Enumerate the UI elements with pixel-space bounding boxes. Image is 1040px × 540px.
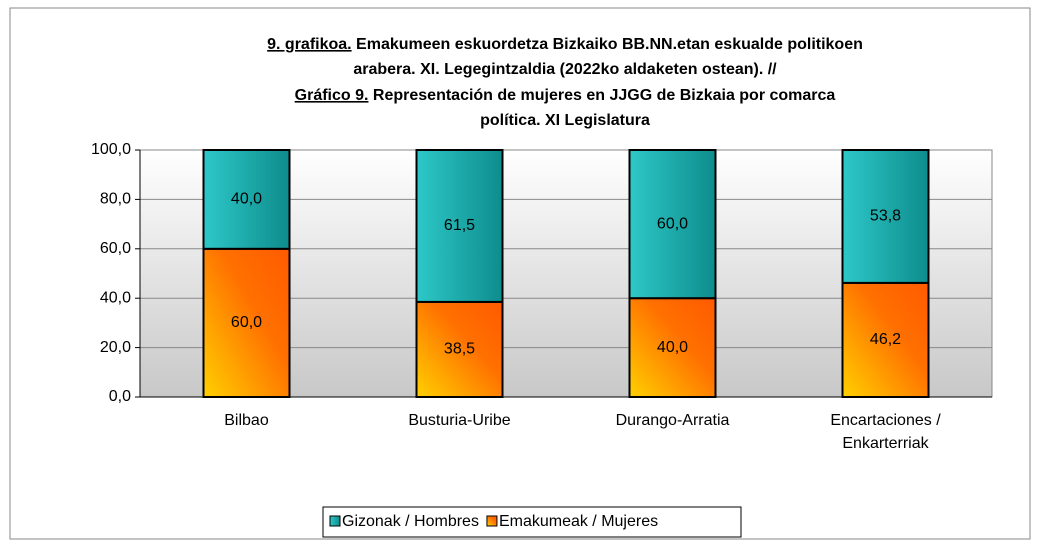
chart-title: arabera. XI. Legegintzaldia (2022ko alda… bbox=[353, 61, 777, 78]
title-part: Emakumeen eskuordetza Bizkaiko BB.NN.eta… bbox=[352, 36, 863, 53]
y-tick-label: 100,0 bbox=[91, 141, 131, 158]
x-tick-label: Bilbao bbox=[224, 412, 269, 429]
x-tick-label: Busturia-Uribe bbox=[408, 412, 510, 429]
title-part: política. XI Legislatura bbox=[480, 112, 650, 129]
legend-swatch bbox=[486, 515, 498, 527]
y-tick-label: 60,0 bbox=[100, 240, 131, 257]
chart-title: 9. grafikoa. Emakumeen eskuordetza Bizka… bbox=[267, 36, 863, 53]
data-label: 60,0 bbox=[657, 215, 688, 232]
bar-segment bbox=[202, 247, 291, 398]
title-part: 9. grafikoa. bbox=[267, 36, 351, 53]
bar-segment bbox=[841, 149, 930, 284]
legend-label: Gizonak / Hombres bbox=[342, 513, 479, 530]
data-label: 40,0 bbox=[231, 191, 262, 208]
y-tick-label: 0,0 bbox=[109, 388, 131, 405]
bar-segment bbox=[628, 149, 717, 300]
x-tick-label: Enkarterriak bbox=[842, 435, 929, 452]
bar-segment bbox=[628, 297, 717, 399]
x-tick-label: Durango-Arratia bbox=[616, 412, 730, 429]
legend-label: Emakumeak / Mujeres bbox=[499, 513, 658, 530]
y-tick-label: 20,0 bbox=[100, 339, 131, 356]
title-part: Gráfico 9. bbox=[295, 87, 369, 104]
legend-swatch bbox=[329, 515, 341, 527]
legend bbox=[322, 506, 742, 538]
data-label: 53,8 bbox=[870, 208, 901, 225]
y-tick-label: 40,0 bbox=[100, 289, 131, 306]
chart-title: Gráfico 9. Representación de mujeres en … bbox=[295, 87, 836, 104]
x-tick-label: Encartaciones / bbox=[830, 412, 941, 429]
y-tick-label: 80,0 bbox=[100, 191, 131, 208]
title-part: Representación de mujeres en JJGG de Biz… bbox=[368, 87, 835, 104]
bar-segment bbox=[202, 149, 291, 250]
bar-segment bbox=[415, 300, 504, 398]
bar-segment bbox=[415, 149, 504, 303]
data-label: 40,0 bbox=[657, 339, 688, 356]
bar-segment bbox=[841, 281, 930, 398]
data-label: 46,2 bbox=[870, 331, 901, 348]
chart-title: política. XI Legislatura bbox=[480, 112, 650, 129]
title-part: arabera. XI. Legegintzaldia (2022ko alda… bbox=[353, 61, 777, 78]
data-label: 61,5 bbox=[444, 217, 475, 234]
data-label: 60,0 bbox=[231, 314, 262, 331]
data-label: 38,5 bbox=[444, 341, 475, 358]
